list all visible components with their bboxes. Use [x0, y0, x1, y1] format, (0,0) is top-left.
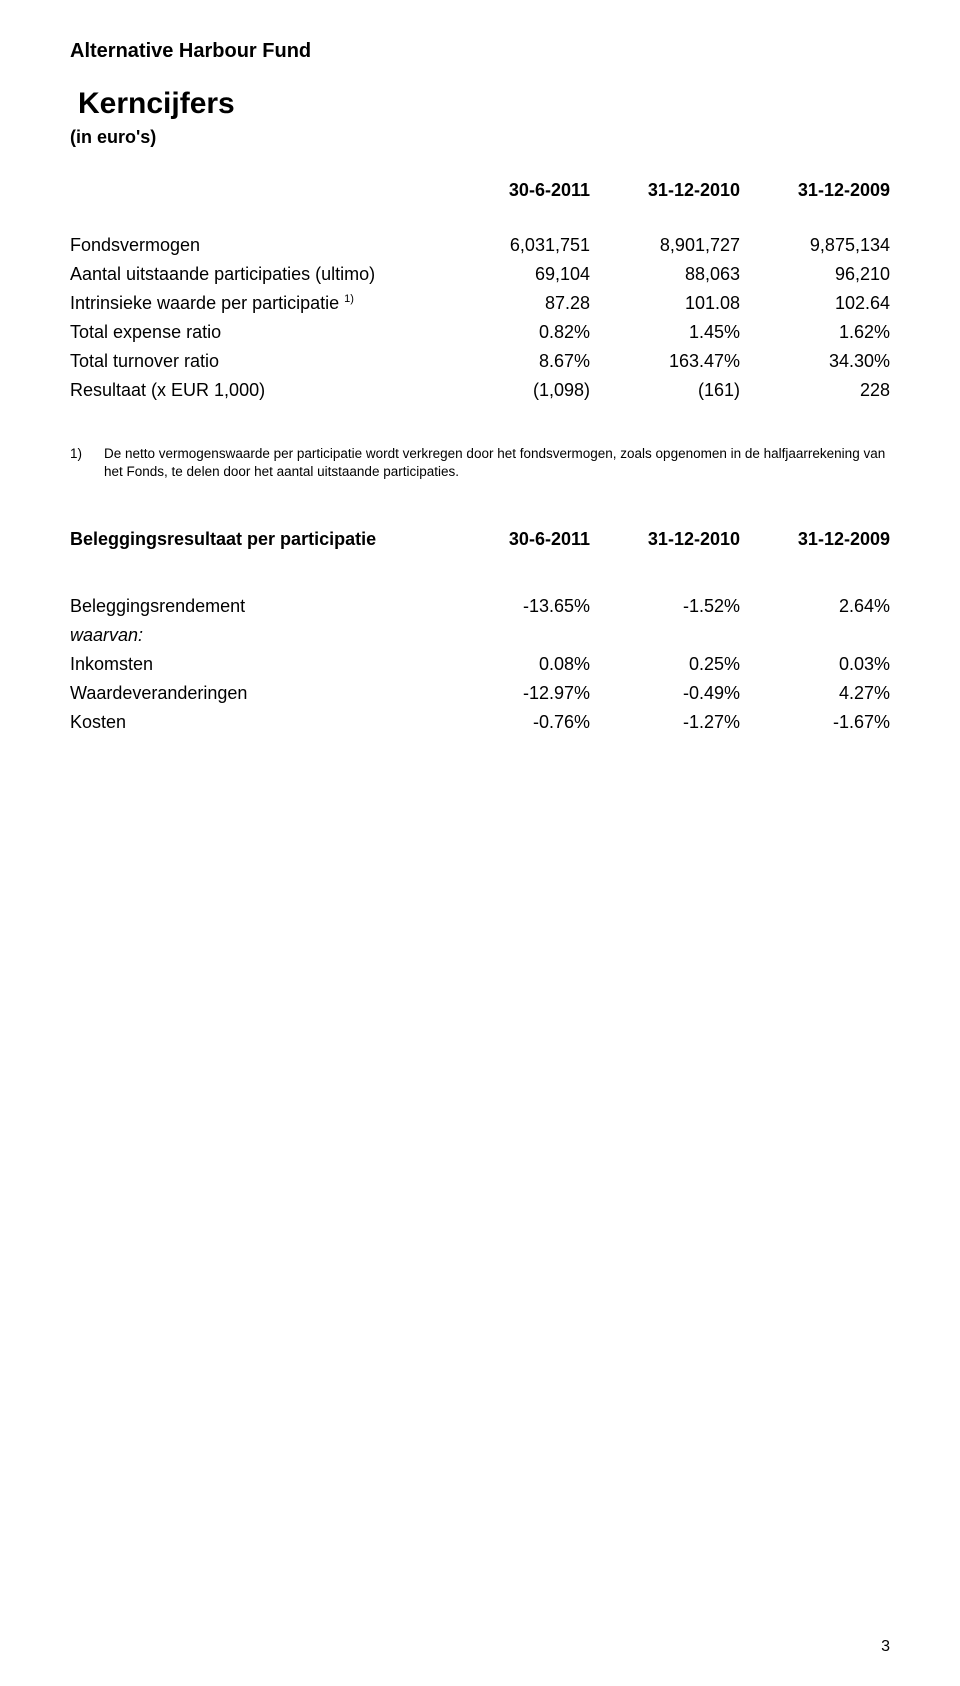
cell: 88,063	[590, 260, 740, 289]
col-header: 31-12-2010	[590, 176, 740, 205]
cell: 0.82%	[440, 318, 590, 347]
cell: -13.65%	[440, 592, 590, 621]
cell: -1.67%	[740, 708, 890, 737]
table-row: waarvan:	[70, 621, 890, 650]
subtitle: (in euro's)	[70, 127, 890, 148]
cell: 87.28	[440, 289, 590, 318]
cell: 4.27%	[740, 679, 890, 708]
cell: -1.27%	[590, 708, 740, 737]
cell: 228	[740, 376, 890, 405]
row-label: Inkomsten	[70, 654, 153, 674]
section-title: Kerncijfers	[78, 87, 890, 121]
col-header: 30-6-2011	[440, 525, 590, 554]
table-row: Inkomsten 0.08% 0.25% 0.03%	[70, 650, 890, 679]
cell: 0.03%	[740, 650, 890, 679]
row-label: Kosten	[70, 712, 126, 732]
key-figures-table: 30-6-2011 31-12-2010 31-12-2009 Fondsver…	[70, 176, 890, 405]
cell: 1.45%	[590, 318, 740, 347]
cell: 8,901,727	[590, 231, 740, 260]
row-label: Aantal uitstaande participaties (ultimo)	[70, 264, 375, 284]
col-header: 31-12-2009	[740, 176, 890, 205]
cell: 1.62%	[740, 318, 890, 347]
footnote-marker: 1)	[344, 293, 354, 305]
row-label: Total turnover ratio	[70, 351, 219, 371]
cell: 69,104	[440, 260, 590, 289]
cell: 96,210	[740, 260, 890, 289]
table-row: Intrinsieke waarde per participatie 1) 8…	[70, 289, 890, 318]
footnote-text: De netto vermogenswaarde per participati…	[104, 445, 890, 481]
cell: 0.25%	[590, 650, 740, 679]
row-label: Intrinsieke waarde per participatie	[70, 293, 339, 313]
col-header: 31-12-2009	[740, 525, 890, 554]
col-header: 30-6-2011	[440, 176, 590, 205]
table-header-row: 30-6-2011 31-12-2010 31-12-2009	[70, 176, 890, 205]
cell: -0.49%	[590, 679, 740, 708]
cell: 0.08%	[440, 650, 590, 679]
cell: -1.52%	[590, 592, 740, 621]
table-row: Kosten -0.76% -1.27% -1.67%	[70, 708, 890, 737]
cell: 8.67%	[440, 347, 590, 376]
cell: 9,875,134	[740, 231, 890, 260]
cell: -0.76%	[440, 708, 590, 737]
row-label: Total expense ratio	[70, 322, 221, 342]
cell: 6,031,751	[440, 231, 590, 260]
fund-title: Alternative Harbour Fund	[70, 40, 890, 63]
footnote: 1) De netto vermogenswaarde per particip…	[70, 445, 890, 481]
cell: (1,098)	[440, 376, 590, 405]
cell: 101.08	[590, 289, 740, 318]
cell: -12.97%	[440, 679, 590, 708]
results-title: Beleggingsresultaat per participatie	[70, 525, 440, 554]
row-label: Waardeveranderingen	[70, 683, 247, 703]
cell: 2.64%	[740, 592, 890, 621]
cell: 34.30%	[740, 347, 890, 376]
cell: 102.64	[740, 289, 890, 318]
page-number: 3	[881, 1638, 890, 1656]
row-label: Beleggingsrendement	[70, 596, 245, 616]
table-row: Beleggingsrendement -13.65% -1.52% 2.64%	[70, 592, 890, 621]
cell: 163.47%	[590, 347, 740, 376]
footnote-marker: 1)	[70, 445, 104, 481]
table-row: Resultaat (x EUR 1,000) (1,098) (161) 22…	[70, 376, 890, 405]
results-table: Beleggingsresultaat per participatie 30-…	[70, 525, 890, 737]
cell: (161)	[590, 376, 740, 405]
table-row: Total expense ratio 0.82% 1.45% 1.62%	[70, 318, 890, 347]
table-row: Total turnover ratio 8.67% 163.47% 34.30…	[70, 347, 890, 376]
table-row: Waardeveranderingen -12.97% -0.49% 4.27%	[70, 679, 890, 708]
table-row: Aantal uitstaande participaties (ultimo)…	[70, 260, 890, 289]
row-label: Resultaat (x EUR 1,000)	[70, 380, 265, 400]
row-label: waarvan:	[70, 625, 143, 645]
col-header: 31-12-2010	[590, 525, 740, 554]
row-label: Fondsvermogen	[70, 235, 200, 255]
table-row: Fondsvermogen 6,031,751 8,901,727 9,875,…	[70, 231, 890, 260]
table-header-row: Beleggingsresultaat per participatie 30-…	[70, 525, 890, 554]
